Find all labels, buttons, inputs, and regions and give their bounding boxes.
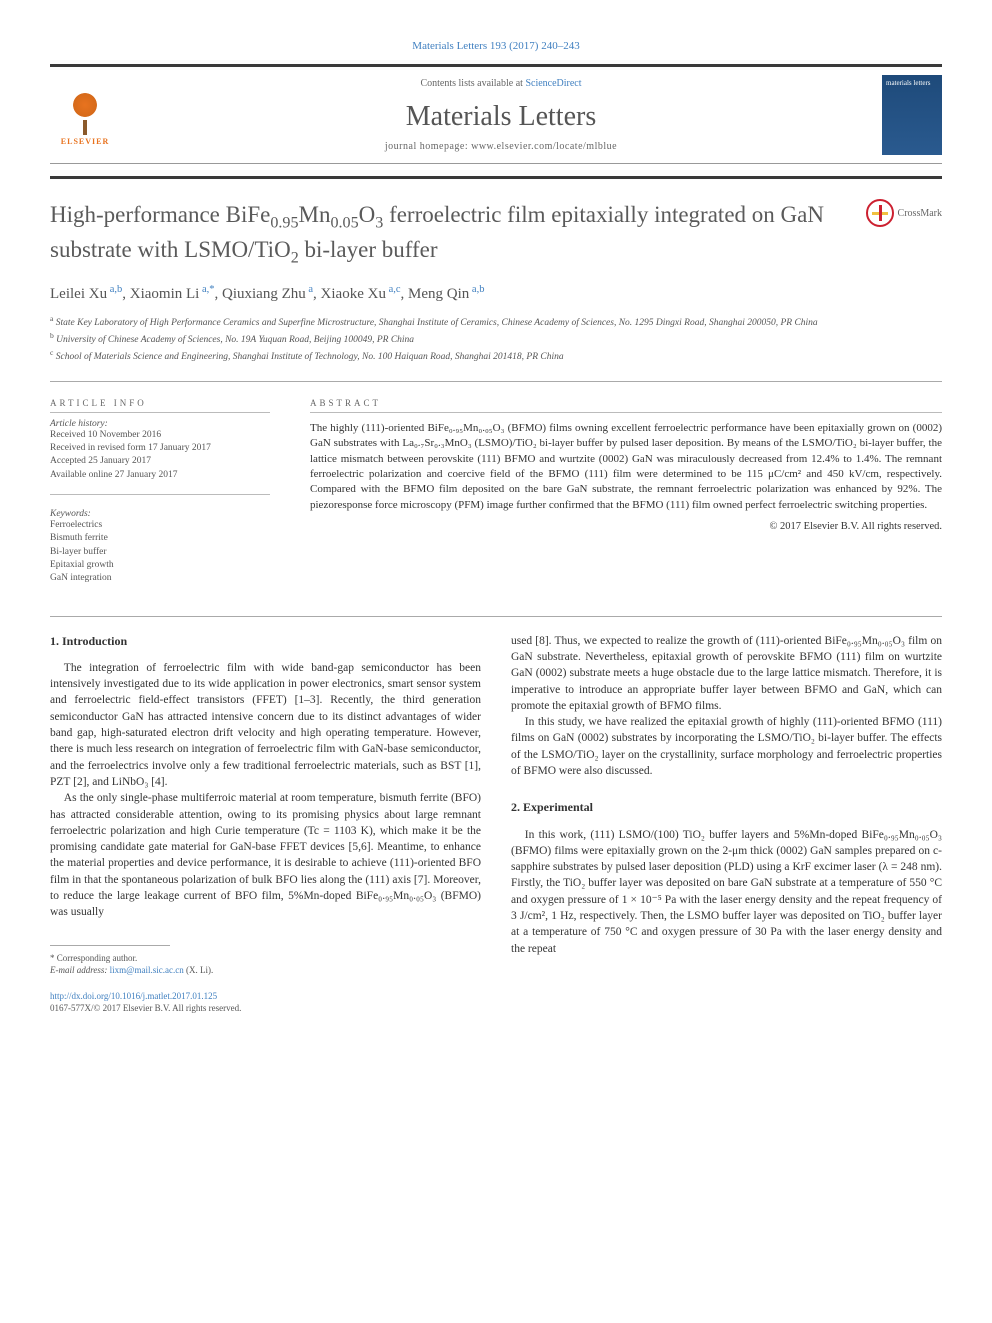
corresponding-author-note: * Corresponding author. bbox=[50, 952, 481, 965]
email-footnote: E-mail address: lixm@mail.sic.ac.cn (X. … bbox=[50, 964, 481, 977]
body-paragraph: In this study, we have realized the epit… bbox=[511, 714, 942, 779]
divider bbox=[50, 176, 942, 179]
author-affil-sup: a,* bbox=[199, 284, 214, 295]
publisher-name: ELSEVIER bbox=[50, 137, 120, 146]
author: Qiuxiang Zhu a bbox=[222, 286, 313, 302]
history-list: Received 10 November 2016Received in rev… bbox=[50, 429, 270, 482]
contents-line: Contents lists available at ScienceDirec… bbox=[120, 78, 882, 89]
footnote-separator bbox=[50, 945, 170, 946]
left-column: 1. Introduction The integration of ferro… bbox=[50, 633, 481, 1015]
section-heading-experimental: 2. Experimental bbox=[511, 799, 942, 816]
divider bbox=[50, 494, 270, 495]
email-link[interactable]: lixm@mail.sic.ac.cn bbox=[110, 965, 184, 975]
title-sub: 0.95 bbox=[270, 215, 298, 232]
history-item: Accepted 25 January 2017 bbox=[50, 455, 270, 468]
elsevier-logo: ELSEVIER bbox=[50, 85, 120, 146]
affiliation-line: b University of Chinese Academy of Scien… bbox=[50, 330, 942, 347]
citation-header: Materials Letters 193 (2017) 240–243 bbox=[50, 40, 942, 52]
copyright-line: © 2017 Elsevier B.V. All rights reserved… bbox=[310, 521, 942, 532]
journal-header-bar: ELSEVIER Contents lists available at Sci… bbox=[50, 64, 942, 164]
journal-name: Materials Letters bbox=[120, 101, 882, 133]
affiliation-line: c School of Materials Science and Engine… bbox=[50, 347, 942, 364]
author: Xiaomin Li a,* bbox=[130, 286, 215, 302]
keywords-label: Keywords: bbox=[50, 509, 270, 519]
keyword-item: GaN integration bbox=[50, 572, 270, 585]
journal-homepage[interactable]: journal homepage: www.elsevier.com/locat… bbox=[120, 141, 882, 152]
history-label: Article history: bbox=[50, 419, 270, 429]
keyword-item: Epitaxial growth bbox=[50, 559, 270, 572]
author: Xiaoke Xu a,c bbox=[321, 286, 401, 302]
abstract-text: The highly (111)-oriented BiFe₀.₉₅Mn₀.₀₅… bbox=[310, 421, 942, 513]
crossmark-badge[interactable]: CrossMark bbox=[866, 199, 942, 227]
title-part: Mn bbox=[299, 202, 331, 227]
divider bbox=[50, 412, 270, 413]
contents-text: Contents lists available at bbox=[420, 78, 525, 89]
body-paragraph: used [8]. Thus, we expected to realize t… bbox=[511, 633, 942, 715]
divider bbox=[50, 381, 942, 382]
history-item: Received 10 November 2016 bbox=[50, 429, 270, 442]
email-name: (X. Li). bbox=[184, 965, 214, 975]
title-sub: 2 bbox=[291, 250, 299, 267]
email-label: E-mail address: bbox=[50, 965, 110, 975]
doi-block: http://dx.doi.org/10.1016/j.matlet.2017.… bbox=[50, 991, 481, 1014]
history-item: Available online 27 January 2017 bbox=[50, 469, 270, 482]
title-block: High-performance BiFe0.95Mn0.05O3 ferroe… bbox=[50, 199, 942, 270]
divider bbox=[50, 616, 942, 617]
elsevier-tree-icon bbox=[60, 85, 110, 135]
author: Meng Qin a,b bbox=[408, 286, 484, 302]
journal-cover-thumbnail: materials letters bbox=[882, 75, 942, 155]
keyword-item: Bi-layer buffer bbox=[50, 546, 270, 559]
title-sub: 0.05 bbox=[330, 215, 358, 232]
abstract-heading: ABSTRACT bbox=[310, 398, 942, 408]
issn-line: 0167-577X/© 2017 Elsevier B.V. All right… bbox=[50, 1003, 481, 1015]
section-heading-intro: 1. Introduction bbox=[50, 633, 481, 650]
abstract-block: ABSTRACT The highly (111)-oriented BiFe₀… bbox=[310, 398, 942, 586]
history-item: Received in revised form 17 January 2017 bbox=[50, 442, 270, 455]
article-info: ARTICLE INFO Article history: Received 1… bbox=[50, 398, 270, 586]
keywords-list: FerroelectricsBismuth ferriteBi-layer bu… bbox=[50, 519, 270, 585]
affiliations: a State Key Laboratory of High Performan… bbox=[50, 313, 942, 365]
title-part: High-performance BiFe bbox=[50, 202, 270, 227]
author-affil-sup: a bbox=[306, 284, 313, 295]
body-paragraph: In this work, (111) LSMO/(100) TiO₂ buff… bbox=[511, 827, 942, 958]
sciencedirect-link[interactable]: ScienceDirect bbox=[525, 78, 581, 89]
author-affil-sup: a,c bbox=[386, 284, 401, 295]
article-info-heading: ARTICLE INFO bbox=[50, 398, 270, 408]
crossmark-label: CrossMark bbox=[898, 208, 942, 219]
author-affil-sup: a,b bbox=[107, 284, 122, 295]
keyword-item: Ferroelectrics bbox=[50, 519, 270, 532]
keyword-item: Bismuth ferrite bbox=[50, 532, 270, 545]
journal-center-block: Contents lists available at ScienceDirec… bbox=[120, 78, 882, 152]
affiliation-line: a State Key Laboratory of High Performan… bbox=[50, 313, 942, 330]
crossmark-icon bbox=[866, 199, 894, 227]
doi-link[interactable]: http://dx.doi.org/10.1016/j.matlet.2017.… bbox=[50, 991, 481, 1003]
info-abstract-row: ARTICLE INFO Article history: Received 1… bbox=[50, 398, 942, 586]
divider bbox=[310, 412, 942, 413]
body-columns: 1. Introduction The integration of ferro… bbox=[50, 633, 942, 1015]
article-page: Materials Letters 193 (2017) 240–243 ELS… bbox=[0, 0, 992, 1054]
article-title: High-performance BiFe0.95Mn0.05O3 ferroe… bbox=[50, 199, 866, 270]
right-column: used [8]. Thus, we expected to realize t… bbox=[511, 633, 942, 1015]
author-affil-sup: a,b bbox=[469, 284, 484, 295]
author-list: Leilei Xu a,b, Xiaomin Li a,*, Qiuxiang … bbox=[50, 284, 942, 303]
author: Leilei Xu a,b bbox=[50, 286, 122, 302]
title-part: O bbox=[359, 202, 376, 227]
body-paragraph: As the only single-phase multiferroic ma… bbox=[50, 790, 481, 921]
body-paragraph: The integration of ferroelectric film wi… bbox=[50, 660, 481, 791]
title-part: bi-layer buffer bbox=[299, 237, 438, 262]
